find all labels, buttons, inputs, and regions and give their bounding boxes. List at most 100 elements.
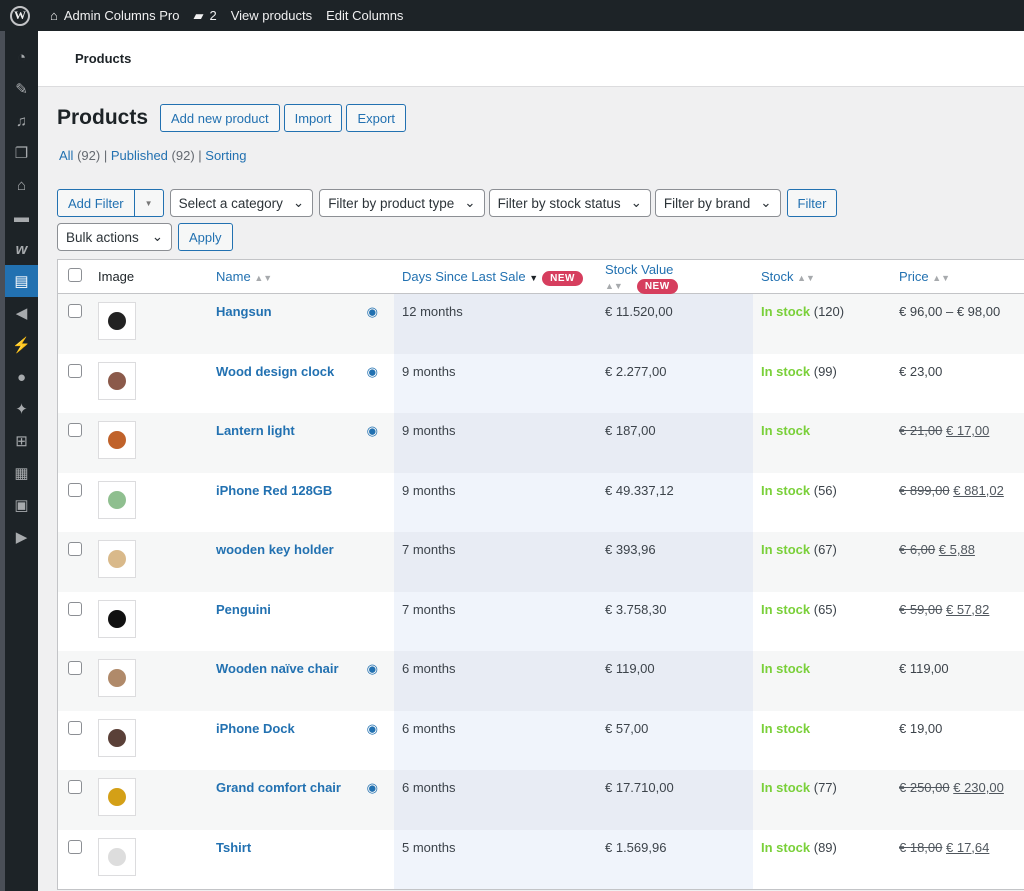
sort-icon: ▲▼ (254, 273, 273, 283)
row-checkbox[interactable] (68, 542, 82, 556)
product-thumbnail[interactable] (98, 361, 136, 400)
row-checkbox[interactable] (68, 304, 82, 318)
home-icon[interactable]: ⌂ (16, 176, 27, 194)
export-button[interactable]: Export (346, 104, 407, 132)
wordpress-logo-icon[interactable]: W (10, 5, 30, 26)
row-checkbox[interactable] (68, 363, 82, 378)
products-icon[interactable]: ▤ (5, 265, 38, 297)
chevron-down-icon: ⌄ (151, 229, 163, 244)
comments-link[interactable]: ▰ 2 (193, 7, 217, 24)
row-checkbox[interactable] (68, 423, 82, 437)
product-name-link[interactable]: iPhone Dock (216, 720, 295, 736)
product-thumbnail[interactable] (98, 599, 136, 638)
eye-icon[interactable]: ◉ (366, 661, 378, 676)
sort-desc-icon: ▼ (529, 273, 539, 283)
apply-button[interactable]: Apply (178, 223, 233, 251)
media-icon[interactable]: ♫ (15, 112, 28, 130)
column-name[interactable]: Name ▲▼ (208, 259, 394, 294)
days-since-last-sale: 6 months (394, 651, 597, 711)
product-thumbnail[interactable] (98, 778, 136, 816)
sort-icon: ▲▼ (605, 280, 623, 291)
grid-icon[interactable]: ▦ (14, 465, 29, 482)
row-checkbox[interactable] (68, 482, 82, 497)
add-filter-dropdown-toggle[interactable]: ▼ (134, 189, 164, 217)
price: € 119,00 (899, 661, 949, 676)
pin-icon[interactable]: ✎ (15, 81, 28, 98)
stock-status: In stock (761, 363, 811, 379)
product-name-link[interactable]: Wood design clock (216, 363, 335, 379)
product-type-select[interactable]: Filter by product type ⌄ (319, 189, 485, 217)
eye-icon[interactable]: ◉ (366, 720, 378, 736)
stock-status-select[interactable]: Filter by stock status ⌄ (488, 189, 651, 217)
sale-price: € 5,88 (938, 542, 975, 557)
woocommerce-icon[interactable]: w (15, 240, 28, 258)
row-checkbox[interactable] (68, 661, 82, 675)
product-thumbnail[interactable] (98, 837, 136, 876)
dashboard-icon[interactable]: ◔ (16, 48, 27, 66)
view-all[interactable]: All (59, 148, 74, 163)
stock-value: € 2.277,00 (597, 353, 753, 413)
stock-status: In stock (761, 839, 811, 855)
product-name-link[interactable]: Tshirt (216, 839, 252, 855)
stock-status: In stock (761, 542, 811, 557)
play-icon[interactable]: ▶ (15, 529, 28, 546)
eye-icon[interactable]: ◉ (366, 304, 378, 319)
import-button[interactable]: Import (283, 104, 343, 132)
table-row: iPhone Red 128GB 9 months € 49.337,12 In… (58, 472, 1024, 532)
row-checkbox[interactable] (68, 839, 82, 854)
product-name-link[interactable]: Lantern light (216, 423, 295, 438)
product-thumbnail[interactable] (98, 480, 136, 519)
column-days-since-last-sale[interactable]: Days Since Last Sale ▼ NEW (394, 259, 597, 294)
days-since-last-sale: 9 months (394, 472, 597, 532)
add-filter-button[interactable]: Add Filter (57, 189, 135, 217)
view-published[interactable]: Published (110, 148, 168, 163)
product-thumbnail[interactable] (98, 421, 136, 459)
column-price[interactable]: Price ▲▼ (891, 259, 1024, 294)
bulk-actions-select[interactable]: Bulk actions ⌄ (57, 223, 172, 251)
users-icon[interactable]: ● (16, 368, 27, 386)
product-thumbnail[interactable] (98, 659, 136, 697)
settings-icon[interactable]: ⊞ (15, 433, 28, 450)
column-stock-value[interactable]: Stock Value ▲▼ NEW (597, 259, 753, 294)
tools-icon[interactable]: ✦ (15, 401, 28, 418)
stock-status: In stock (761, 661, 811, 676)
category-select[interactable]: Select a category ⌄ (169, 189, 314, 217)
plugins-icon[interactable]: ⚡ (12, 337, 31, 354)
product-name-link[interactable]: Hangsun (216, 304, 272, 319)
product-name-link[interactable]: Wooden naïve chair (216, 661, 339, 676)
chevron-down-icon: ⌄ (292, 195, 305, 210)
days-since-last-sale: 5 months (394, 829, 597, 890)
marketing-icon[interactable]: ◀ (15, 305, 28, 322)
eye-icon[interactable]: ◉ (366, 780, 378, 795)
row-checkbox[interactable] (68, 780, 82, 794)
eye-icon[interactable]: ◉ (366, 363, 378, 379)
edit-columns-link[interactable]: Edit Columns (326, 8, 404, 23)
product-name-link[interactable]: Penguini (216, 601, 271, 617)
column-stock[interactable]: Stock ▲▼ (753, 259, 891, 294)
filter-button[interactable]: Filter (786, 189, 838, 217)
stock-status: In stock (761, 482, 811, 498)
eye-icon[interactable]: ◉ (366, 423, 378, 438)
brand-select[interactable]: Filter by brand ⌄ (654, 189, 781, 217)
car-icon[interactable]: ▬ (14, 208, 29, 226)
row-checkbox[interactable] (68, 720, 82, 735)
admin-columns-icon[interactable]: ▣ (14, 497, 29, 514)
product-name-link[interactable]: iPhone Red 128GB (216, 482, 333, 498)
stock-value: € 49.337,12 (597, 472, 753, 532)
product-name-link[interactable]: Grand comfort chair (216, 780, 341, 795)
select-all-checkbox[interactable] (68, 268, 82, 282)
site-link[interactable]: ⌂ Admin Columns Pro (50, 8, 180, 23)
sale-price: € 230,00 (953, 780, 1004, 795)
header-title: Products (75, 51, 132, 66)
product-thumbnail[interactable] (98, 540, 136, 578)
product-thumbnail[interactable] (98, 718, 136, 757)
view-products-link[interactable]: View products (230, 8, 313, 23)
product-thumbnail[interactable] (98, 302, 136, 340)
add-new-product-button[interactable]: Add new product (160, 104, 280, 132)
days-since-last-sale: 7 months (394, 532, 597, 592)
product-name-link[interactable]: wooden key holder (216, 542, 334, 557)
row-checkbox[interactable] (68, 601, 82, 616)
view-sorting[interactable]: Sorting (205, 148, 247, 163)
pages-icon[interactable]: ❐ (14, 145, 29, 162)
table-row: Grand comfort chair ◉ 6 months € 17.710,0… (57, 770, 1024, 830)
